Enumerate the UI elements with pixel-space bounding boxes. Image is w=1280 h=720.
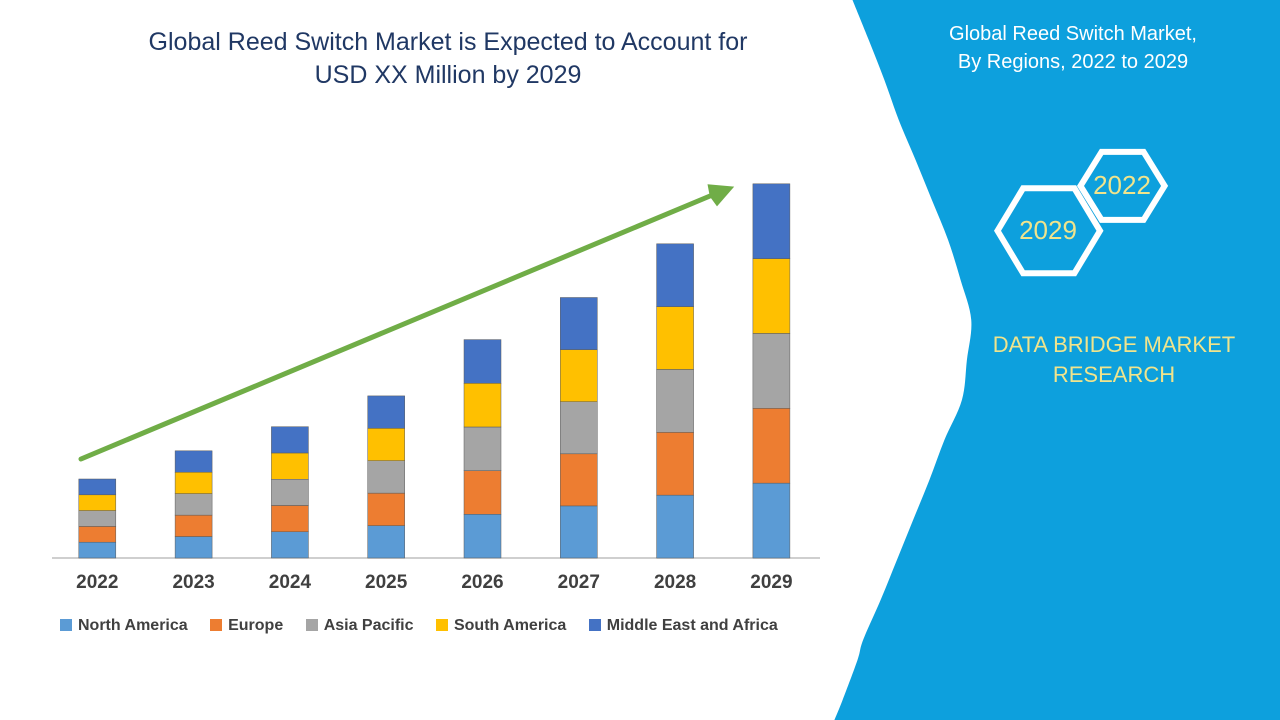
svg-text:2029: 2029 — [1019, 215, 1077, 245]
svg-text:2022: 2022 — [1093, 170, 1151, 200]
